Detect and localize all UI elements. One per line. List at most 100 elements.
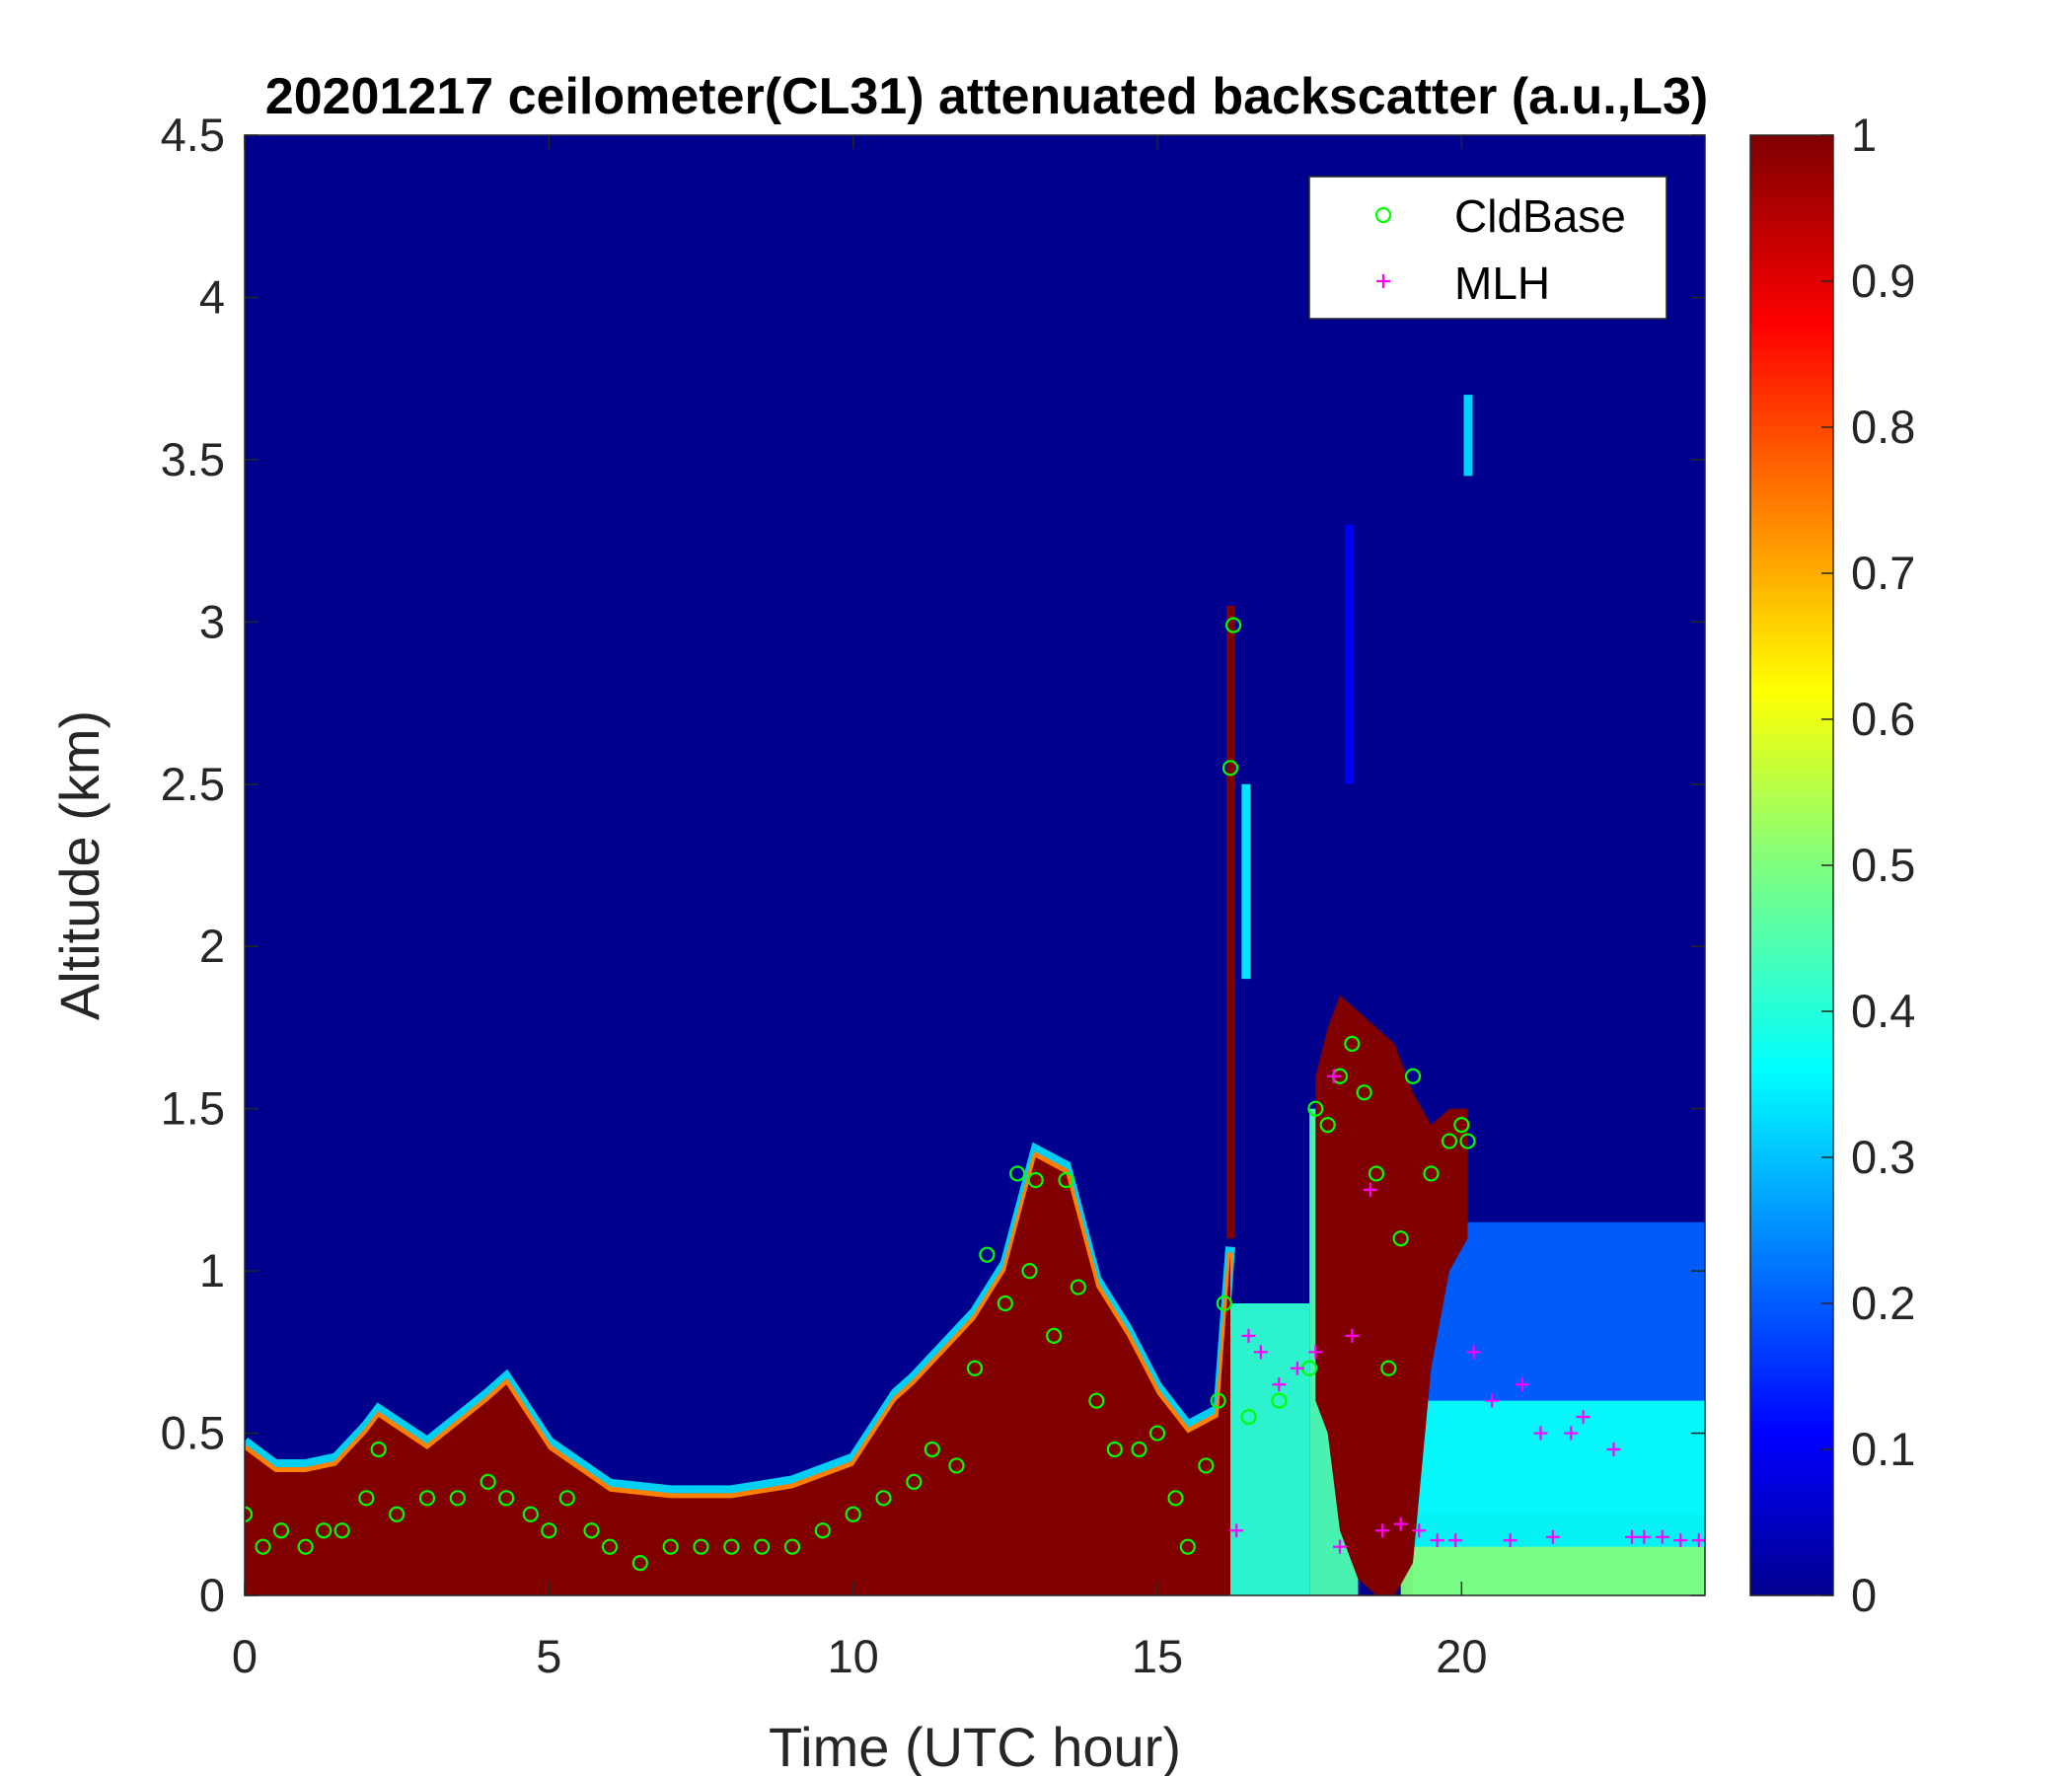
mlh-point [1333,1539,1347,1554]
marker-layer [245,617,1705,1572]
y-axis: 0 0.5 1 1.5 2 2.5 3 3.5 4 4.5 [161,109,1705,1621]
colorbar-tick-label: 0.3 [1851,1131,1915,1183]
mlh-point [1673,1533,1688,1548]
x-tick-label: 20 [1436,1630,1487,1682]
thin-column-0 [1226,605,1235,1239]
cldbase-point [1198,1457,1215,1474]
y-tick-label: 0 [199,1569,225,1621]
cldbase-point [1441,1133,1458,1149]
y-tick-label: 1.5 [161,1082,225,1135]
colorbar-tick-label: 0.6 [1851,693,1915,745]
mlh-point [1272,1377,1287,1392]
cldbase-point [1210,1392,1226,1409]
y-tick-label: 2.5 [161,758,225,810]
mlh-point [1375,1523,1390,1538]
cldbase-point [333,1522,350,1539]
boundary-layer-backscatter [245,1157,1230,1595]
cldbase-point [541,1522,557,1539]
legend-mlh-marker [1376,274,1390,288]
mlh-point [1606,1443,1621,1456]
y-tick-label: 0.5 [161,1407,225,1459]
cldbase-point [1240,1409,1257,1426]
mlh-point [1345,1328,1360,1343]
thin-column-2 [1345,524,1355,784]
thin-column-3 [1463,395,1473,477]
cldbase-point [449,1490,466,1507]
cldbase-point [1046,1327,1063,1344]
cldbase-point [1459,1133,1476,1149]
mlh-point [1545,1529,1560,1544]
mlh-point [1308,1345,1323,1360]
colorbar-tick-label: 0.7 [1851,547,1915,599]
cldbase-point [1453,1117,1470,1134]
legend: CldBase MLH [1308,176,1667,320]
legend-mlh-label: MLH [1454,258,1550,309]
mlh-point [1253,1345,1268,1360]
cldbase-point [723,1538,740,1555]
cldbase-point [255,1538,271,1555]
cldbase-point [601,1538,619,1555]
cldbase-point [1088,1392,1105,1409]
cldbase-point [1423,1165,1440,1182]
cldbase-point [906,1473,923,1490]
cldbase-point [272,1522,290,1539]
mlh-point [1625,1529,1639,1544]
cldbase-point [522,1506,539,1522]
mlh-point [1466,1345,1481,1360]
colorbar-tick-label: 0.5 [1851,839,1915,891]
cldbase-point [358,1490,375,1507]
y-tick-label: 1 [199,1244,225,1296]
cldbase-point [1307,1100,1324,1117]
mlh-point [1637,1529,1652,1544]
cldbase-point [1271,1392,1288,1409]
mlh-point [1691,1533,1705,1548]
cldbase-point [924,1441,940,1458]
cldbase-point [1058,1171,1074,1189]
colorbar-tick-label: 0 [1851,1569,1877,1621]
cldbase-point [1221,760,1239,777]
plot-frame [244,134,1706,1596]
x-tick-label: 0 [232,1630,258,1682]
cldbase-point [498,1490,515,1507]
cldbase-point [1131,1441,1147,1458]
cldbase-point [1356,1084,1372,1101]
plot-area [244,134,1706,1596]
colorbar-gradient [1750,135,1833,1595]
cldbase-point [1392,1230,1409,1247]
mlh-point [1533,1426,1548,1441]
backscatter-heatmap [245,395,1705,1595]
chart-title: 20201217 ceilometer(CL31) attenuated bac… [265,68,1708,125]
cldbase-point [979,1246,996,1263]
mlh-point [1326,1069,1341,1083]
cldbase-point [754,1538,771,1555]
colorbar-tick-label: 0.9 [1851,255,1915,307]
cldbase-point [1021,1263,1038,1280]
mlh-point [1290,1361,1304,1375]
colorbar-tick-label: 0.8 [1851,401,1915,453]
cldbase-point [558,1490,575,1507]
mlh-point [1241,1328,1256,1343]
x-tick-label: 10 [828,1630,879,1682]
cldbase-point [1179,1538,1196,1555]
x-tick-label: 15 [1132,1630,1183,1682]
cldbase-point [875,1490,892,1507]
x-axis: 0 5 10 15 20 [232,135,1487,1682]
x-axis-label: Time (UTC hour) [769,1716,1181,1776]
cldbase-point [389,1506,406,1522]
cldbase-point [1344,1035,1361,1052]
colorbar-tick-label: 0.4 [1851,985,1915,1037]
colorbar-tick-label: 0.1 [1851,1423,1915,1475]
cldbase-point [1404,1068,1422,1084]
layer-top-gradient [245,1142,1235,1496]
mlh-point [1655,1529,1669,1544]
y-tick-label: 3 [199,595,225,647]
cldbase-point [1070,1279,1086,1295]
mlh-point [1229,1523,1244,1538]
mlh-point [1485,1393,1500,1408]
cldbase-point [1380,1360,1397,1376]
colorbar: 0 0.1 0.2 0.3 0.4 0.5 0.6 0.7 0.8 0.9 1 [1749,109,1915,1621]
cldbase-point [845,1506,861,1522]
cldbase-point [693,1538,709,1555]
aerosol-region-4 [1400,1546,1705,1595]
